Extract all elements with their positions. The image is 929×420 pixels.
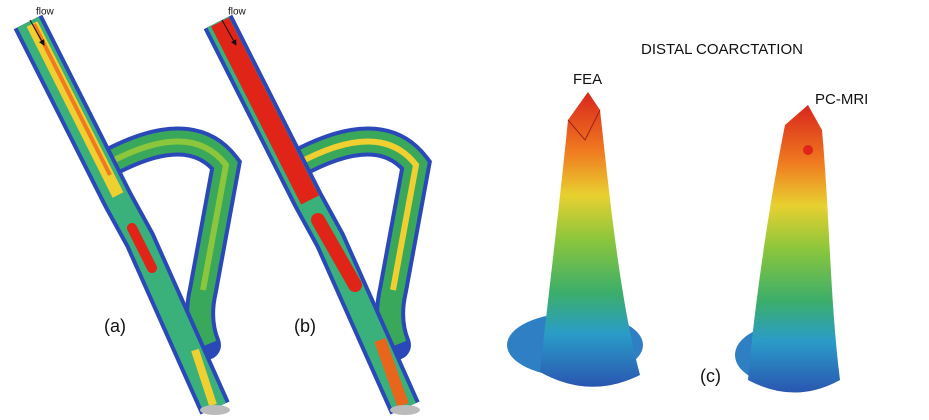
panel-label: (c) xyxy=(700,366,721,386)
figure: flow (a) flow (b) DISTAL COARCTATION FEA… xyxy=(0,0,929,420)
subplot-label: FEA xyxy=(573,71,602,88)
vessel-a xyxy=(28,22,230,415)
panel-label: (b) xyxy=(294,316,316,336)
vessel-b xyxy=(218,22,420,415)
panel-title: DISTAL COARCTATION xyxy=(641,41,803,58)
surface-fea xyxy=(507,92,643,387)
annotation: flow xyxy=(36,7,55,18)
annotation: flow xyxy=(228,7,247,18)
panel-label: (a) xyxy=(104,316,126,336)
surface-pc-mri xyxy=(735,105,840,393)
subplot-label: PC-MRI xyxy=(815,91,868,108)
